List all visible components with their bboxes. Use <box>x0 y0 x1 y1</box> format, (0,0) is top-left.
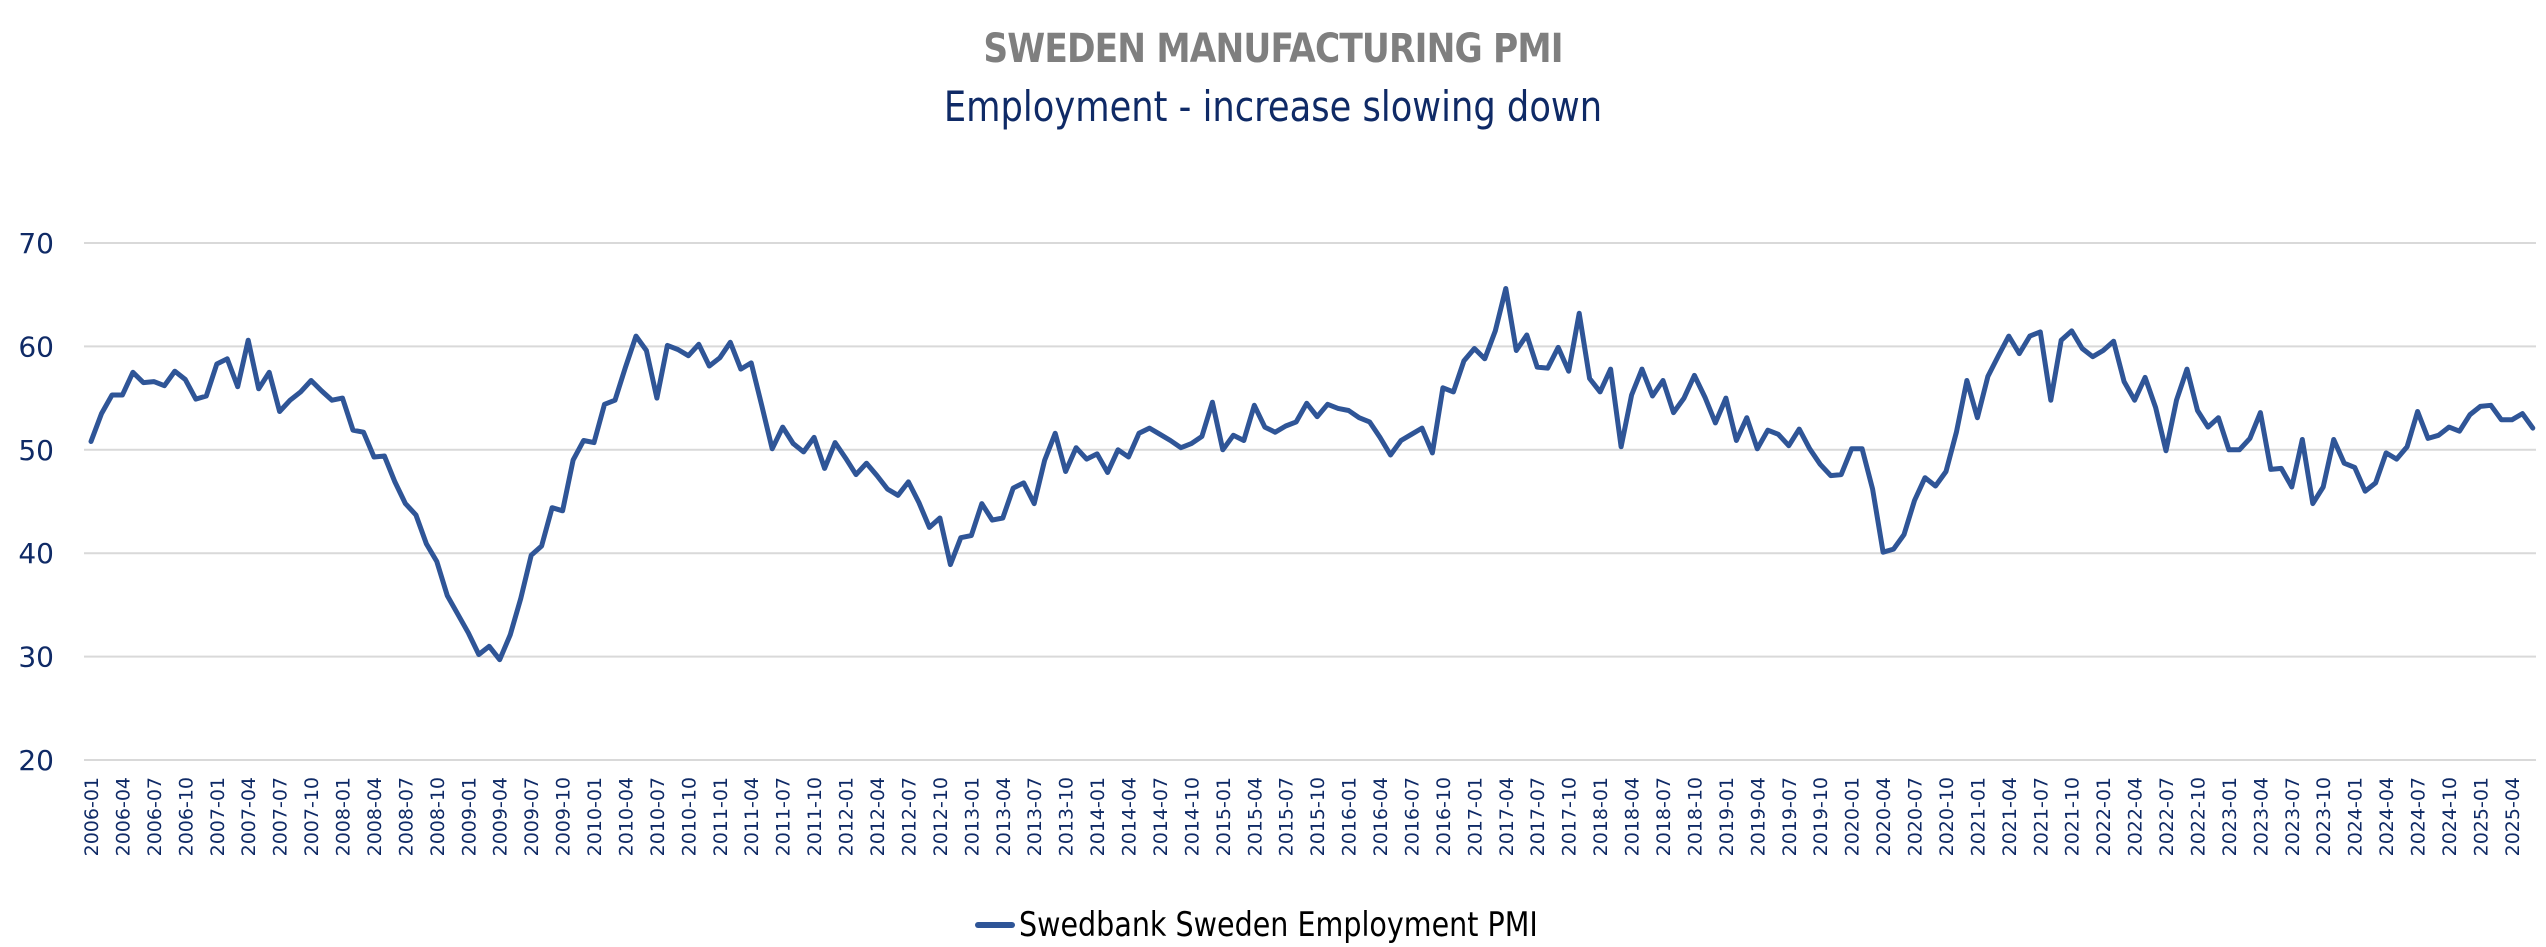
x-tick-label: 2009-04 <box>490 777 512 856</box>
x-tick-label: 2025-01 <box>2470 777 2492 856</box>
x-tick-label: 2023-07 <box>2282 777 2304 856</box>
y-tick-label: 50 <box>18 434 54 467</box>
chart-title: SWEDEN MANUFACTURING PMI <box>983 26 1563 72</box>
x-tick-label: 2017-01 <box>1464 777 1486 856</box>
x-tick-label: 2007-10 <box>301 777 323 856</box>
x-tick-label: 2025-04 <box>2502 777 2524 856</box>
x-tick-label: 2015-01 <box>1213 777 1235 856</box>
x-tick-label: 2011-01 <box>710 777 732 856</box>
x-tick-label: 2008-01 <box>333 777 355 856</box>
x-tick-label: 2010-01 <box>584 777 606 856</box>
series-line-employment-pmi <box>88 286 2536 663</box>
legend: Swedbank Sweden Employment PMI <box>975 903 1637 947</box>
series-group <box>88 286 2536 663</box>
x-tick-label: 2020-01 <box>1842 777 1864 856</box>
x-tick-label: 2023-04 <box>2250 777 2272 856</box>
x-tick-label: 2007-04 <box>238 777 260 856</box>
x-tick-label: 2022-04 <box>2125 777 2147 856</box>
x-tick-label: 2017-04 <box>1496 777 1518 856</box>
x-tick-label: 2024-04 <box>2376 777 2398 856</box>
x-tick-label: 2006-10 <box>175 777 197 856</box>
x-tick-label: 2021-01 <box>1967 777 1989 856</box>
x-tick-label: 2009-01 <box>458 777 480 856</box>
x-tick-label: 2013-07 <box>1024 777 1046 856</box>
x-tick-label: 2008-10 <box>427 777 449 856</box>
x-tick-label: 2012-07 <box>898 777 920 856</box>
x-tick-label: 2006-04 <box>112 777 134 856</box>
x-tick-label: 2023-01 <box>2219 777 2241 856</box>
y-tick-label: 60 <box>18 330 54 363</box>
x-tick-label: 2007-01 <box>207 777 229 856</box>
legend-label: Swedbank Sweden Employment PMI <box>1019 905 1538 945</box>
gridlines <box>84 242 2536 761</box>
line-swatch-icon <box>975 922 1015 928</box>
x-tick-label: 2006-01 <box>81 777 103 856</box>
x-tick-label: 2010-07 <box>647 777 669 856</box>
x-axis-tick-labels: 2006-01 2006-04 2006-07 2006-10 2007-01 2007-… <box>81 777 2524 856</box>
x-tick-label: 2013-10 <box>1056 777 1078 856</box>
x-tick-label: 2012-04 <box>867 777 889 856</box>
x-tick-label: 2011-10 <box>804 777 826 856</box>
x-tick-label: 2015-10 <box>1307 777 1329 856</box>
x-tick-label: 2009-10 <box>553 777 575 856</box>
chart-subtitle: Employment - increase slowing down <box>943 82 1603 131</box>
x-tick-label: 2021-10 <box>2062 777 2084 856</box>
x-tick-label: 2019-01 <box>1716 777 1738 856</box>
x-tick-label: 2016-10 <box>1433 777 1455 856</box>
x-tick-label: 2018-10 <box>1684 777 1706 856</box>
x-tick-label: 2015-04 <box>1244 777 1266 856</box>
x-tick-label: 2022-01 <box>2093 777 2115 856</box>
x-tick-label: 2016-07 <box>1401 777 1423 856</box>
y-tick-label: 40 <box>18 537 54 570</box>
y-tick-label: 70 <box>18 227 54 260</box>
x-tick-label: 2010-10 <box>678 777 700 856</box>
x-tick-label: 2018-07 <box>1653 777 1675 856</box>
x-tick-label: 2011-04 <box>741 777 763 856</box>
x-tick-label: 2009-07 <box>521 777 543 856</box>
x-tick-label: 2023-10 <box>2313 777 2335 856</box>
y-axis-tick-labels: 20 30 40 50 60 70 <box>18 227 54 777</box>
y-tick-label: 20 <box>18 744 54 777</box>
x-tick-label: 2021-04 <box>1999 777 2021 856</box>
x-tick-label: 2007-07 <box>270 777 292 856</box>
x-tick-label: 2020-07 <box>1905 777 1927 856</box>
x-tick-label: 2019-04 <box>1747 777 1769 856</box>
x-tick-label: 2006-07 <box>144 777 166 856</box>
x-tick-label: 2014-07 <box>1150 777 1172 856</box>
x-tick-label: 2021-07 <box>2030 777 2052 856</box>
x-tick-label: 2015-07 <box>1276 777 1298 856</box>
x-tick-label: 2020-10 <box>1936 777 1958 856</box>
x-tick-label: 2011-07 <box>773 777 795 856</box>
x-tick-label: 2018-01 <box>1590 777 1612 856</box>
x-tick-label: 2013-01 <box>961 777 983 856</box>
x-tick-label: 2010-04 <box>615 777 637 856</box>
x-tick-label: 2017-10 <box>1559 777 1581 856</box>
x-tick-label: 2016-01 <box>1339 777 1361 856</box>
x-tick-label: 2008-04 <box>364 777 386 856</box>
x-tick-label: 2024-10 <box>2439 777 2461 856</box>
x-tick-label: 2014-10 <box>1181 777 1203 856</box>
x-tick-label: 2013-04 <box>993 777 1015 856</box>
x-tick-label: 2022-07 <box>2156 777 2178 856</box>
x-tick-label: 2022-10 <box>2187 777 2209 856</box>
x-tick-label: 2012-01 <box>836 777 858 856</box>
x-tick-label: 2012-10 <box>930 777 952 856</box>
x-tick-label: 2024-01 <box>2345 777 2367 856</box>
y-tick-label: 30 <box>18 641 54 674</box>
x-tick-label: 2008-07 <box>395 777 417 856</box>
x-tick-label: 2014-04 <box>1119 777 1141 856</box>
x-tick-label: 2016-04 <box>1370 777 1392 856</box>
x-tick-label: 2018-04 <box>1622 777 1644 856</box>
x-tick-label: 2019-10 <box>1810 777 1832 856</box>
x-tick-label: 2019-07 <box>1779 777 1801 856</box>
x-tick-label: 2014-01 <box>1087 777 1109 856</box>
x-tick-label: 2020-04 <box>1873 777 1895 856</box>
x-tick-label: 2017-07 <box>1527 777 1549 856</box>
x-tick-label: 2024-07 <box>2408 777 2430 856</box>
